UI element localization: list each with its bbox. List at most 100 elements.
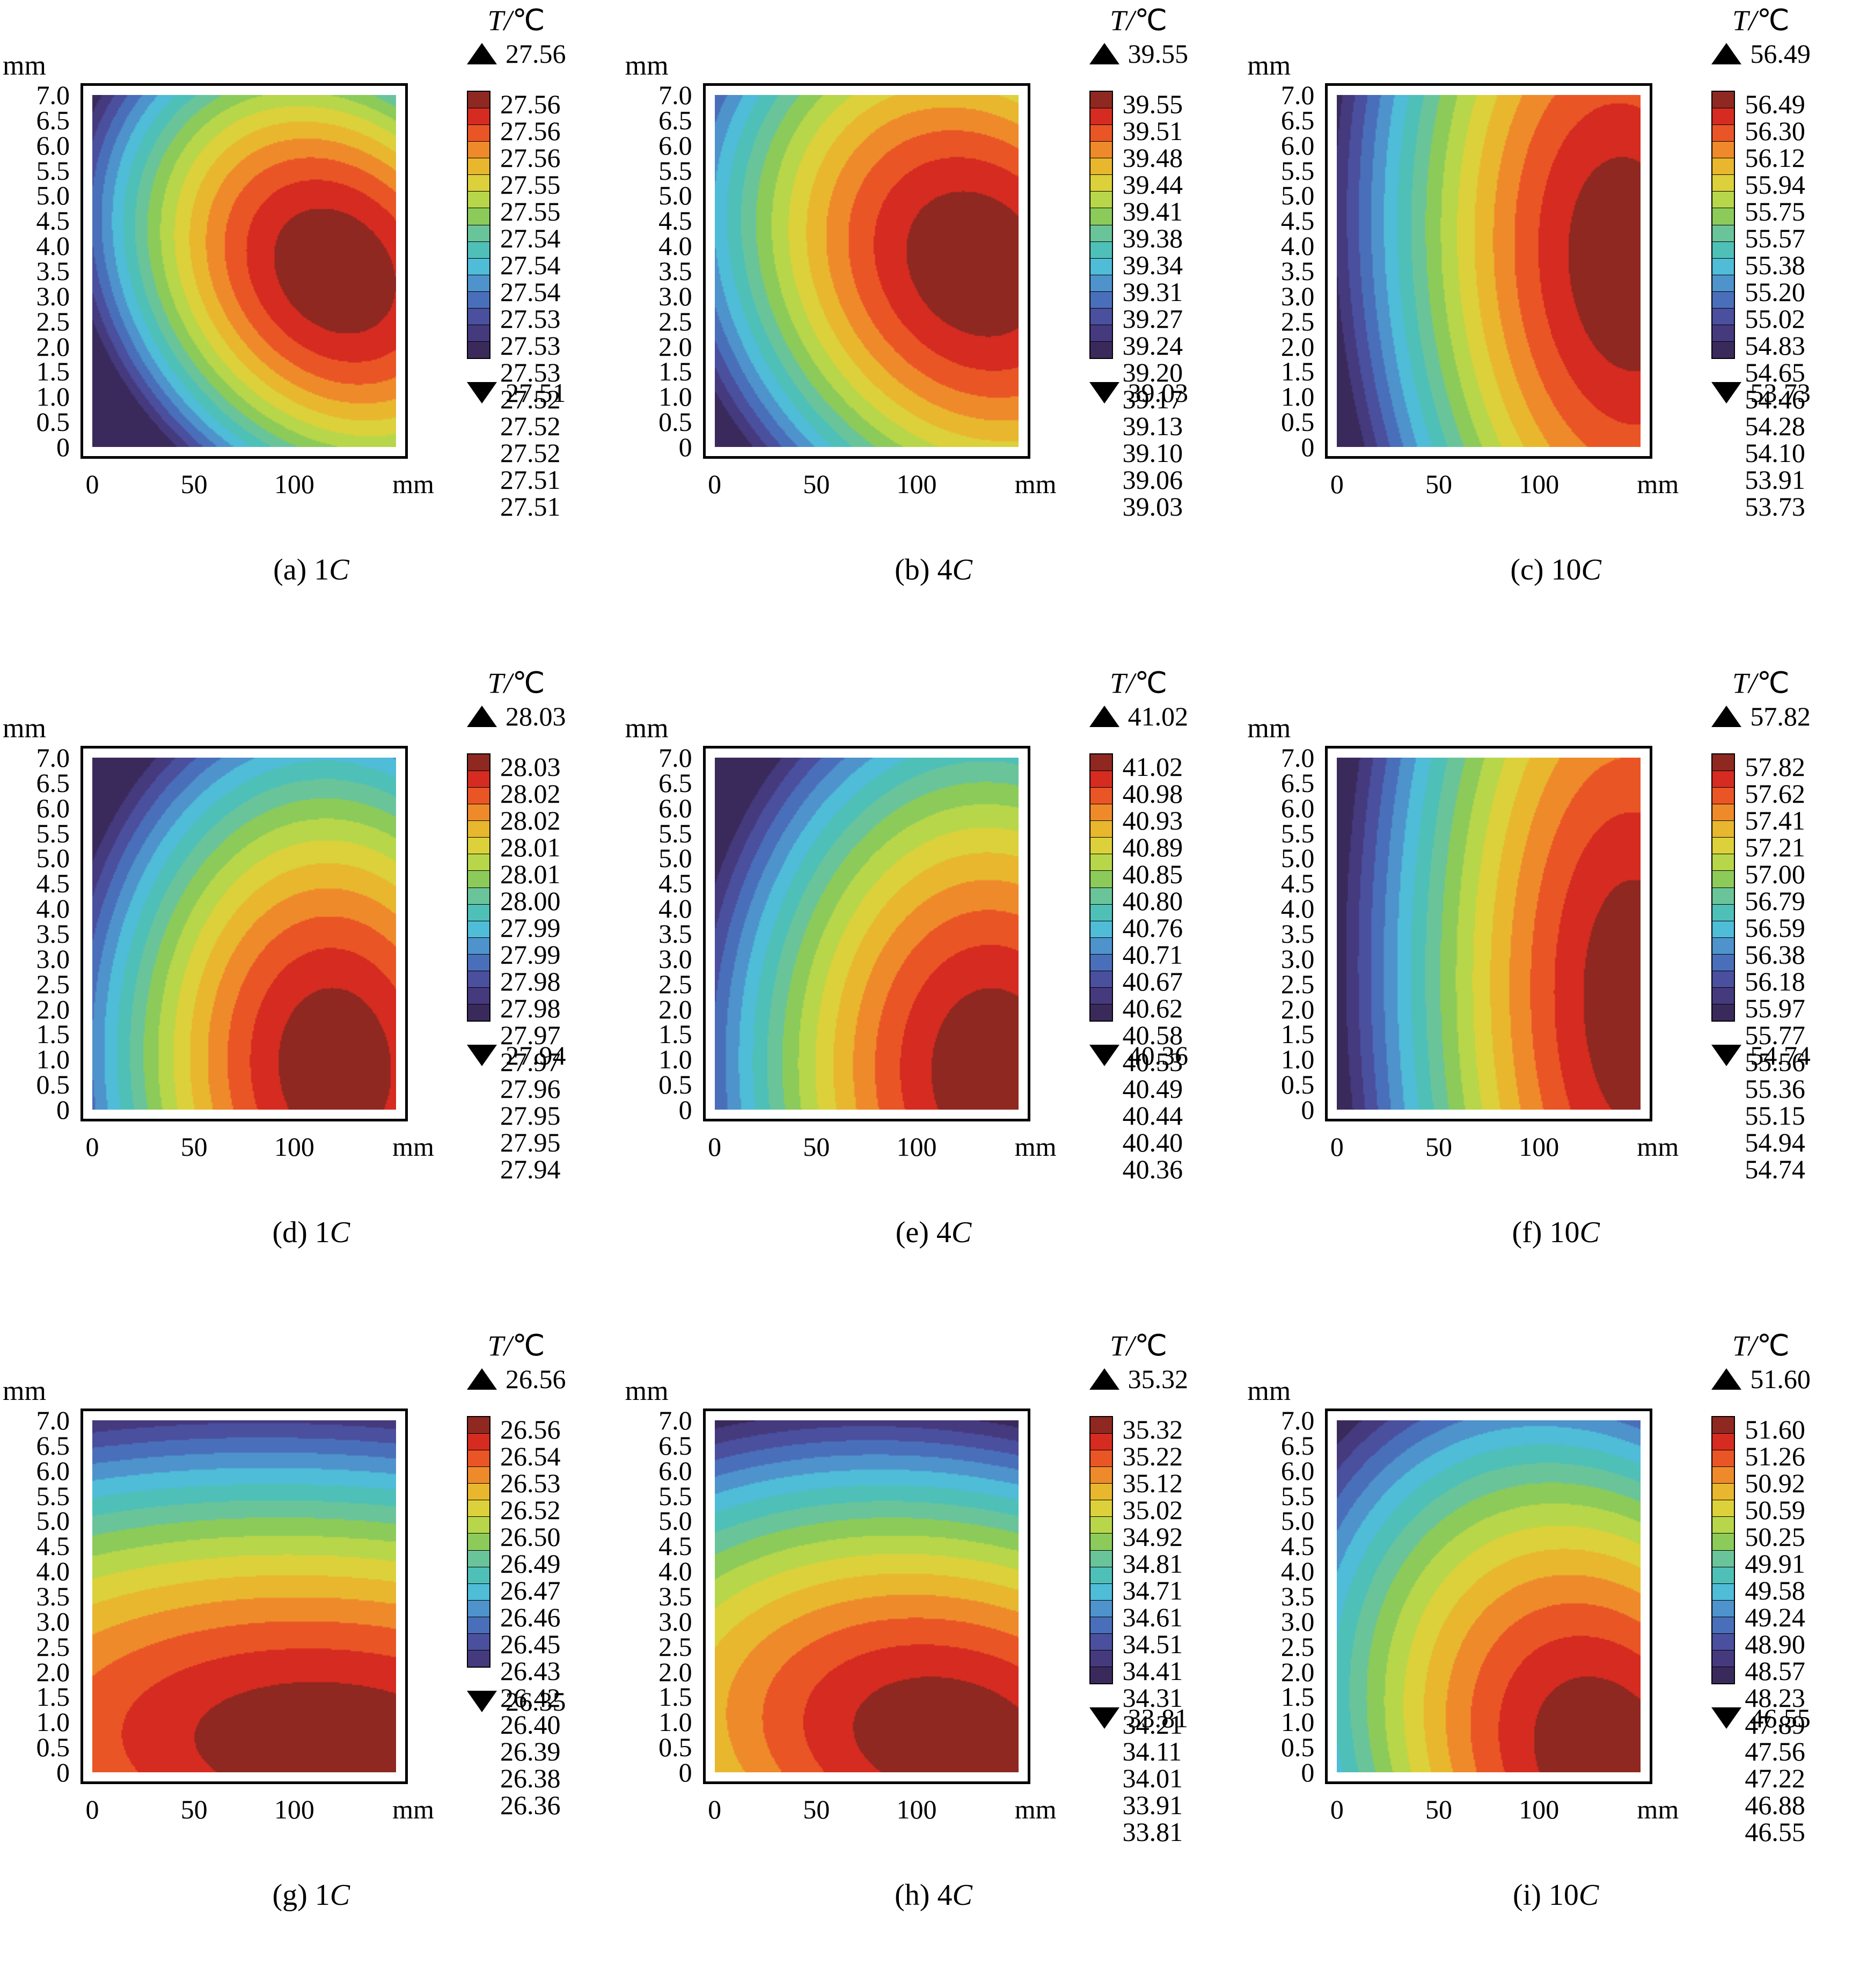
- y-tick-label: 1.0: [36, 382, 70, 412]
- colorbar-title: T/℃: [1732, 667, 1790, 699]
- colorbar-tick-label: 39.55: [1122, 89, 1183, 119]
- colorbar-swatch: [1090, 1004, 1112, 1021]
- colorbar-tick-label: 40.80: [1122, 886, 1183, 916]
- colorbar-tick-label: 26.38: [500, 1763, 561, 1793]
- colorbar-tick-label: 34.21: [1122, 1710, 1183, 1740]
- colorbar-tick-label: 27.52: [500, 438, 561, 468]
- y-tick-label: 0.5: [1280, 407, 1315, 437]
- colorbar-min-row: 39.03: [1089, 377, 1188, 408]
- y-tick-label: 1.0: [1280, 1707, 1315, 1737]
- colorbar-swatch: [1712, 1534, 1734, 1551]
- colorbar-tick-label: 40.40: [1122, 1127, 1183, 1157]
- y-tick-label: 2.0: [36, 1656, 70, 1687]
- colorbar-swatch: [1090, 1667, 1112, 1683]
- colorbar-tick-label: 34.61: [1122, 1602, 1183, 1632]
- colorbar-swatch: [1712, 1004, 1734, 1021]
- colorbar-tick-label: 27.99: [500, 940, 561, 970]
- colorbar-swatch: [1712, 1550, 1734, 1567]
- colorbar-swatch: [468, 1567, 489, 1584]
- colorbar: T/℃ 27.56 27.56 27.56 27.56 27.55 27.55 27.54 27…: [467, 3, 566, 520]
- colorbar-swatch: [1712, 1434, 1734, 1451]
- colorbar-swatch: [468, 158, 489, 175]
- y-tick-label: 0: [678, 1095, 692, 1125]
- colorbar-swatch: [468, 241, 489, 259]
- colorbar-tick-label: 28.01: [500, 859, 561, 889]
- colorbar-tick-label: 26.40: [500, 1710, 561, 1740]
- colorbar-tick-label: 57.00: [1745, 859, 1805, 889]
- colorbar-min-row: 33.81: [1089, 1703, 1188, 1734]
- y-tick-label: 2.5: [658, 306, 692, 336]
- colorbar-max-value: 27.56: [506, 39, 566, 69]
- colorbar-tick-label: 40.49: [1122, 1074, 1183, 1104]
- colorbar-swatch: [1712, 854, 1734, 871]
- colorbar-tick-label: 27.55: [500, 196, 561, 226]
- colorbar-min-value: 26.35: [506, 1686, 566, 1716]
- y-tick-label: 3.5: [36, 919, 70, 949]
- colorbar-tick-label: 41.02: [1122, 752, 1183, 782]
- y-tick-label: 6.5: [36, 767, 70, 798]
- colorbar-swatch: [1712, 92, 1734, 109]
- y-tick-label: 7.0: [658, 80, 692, 110]
- colorbar-swatch: [1090, 241, 1112, 259]
- y-tick-label: 3.5: [1280, 1581, 1315, 1611]
- y-tick-label: 7.0: [36, 1405, 70, 1435]
- colorbar-tick-label: 26.46: [500, 1602, 561, 1632]
- colorbar-min-value: 53.73: [1750, 378, 1811, 408]
- colorbar-tick-label: 39.24: [1122, 331, 1183, 361]
- colorbar-swatch: [1090, 937, 1112, 955]
- colorbar-tick-label: 55.97: [1745, 993, 1805, 1023]
- figure-row-2: mm 7.0 6.5 6.0 5.5 5.0 4.5 4.0 3.5 3.0 2.5 2.0 1.5 1.…: [0, 663, 1867, 1325]
- colorbar-swatch: [1712, 1600, 1734, 1617]
- colorbar-swatch: [1712, 771, 1734, 788]
- colorbar-max-row: 27.56: [467, 38, 566, 69]
- y-tick-label: 5.5: [658, 155, 692, 186]
- colorbar-gradient: [1089, 91, 1113, 359]
- y-axis-unit: mm: [625, 50, 669, 81]
- colorbar-tick-label: 35.12: [1122, 1468, 1183, 1498]
- colorbar-tick-label: 40.85: [1122, 859, 1183, 889]
- colorbar-tick-label: 56.18: [1745, 966, 1805, 996]
- colorbar-tick-label: 35.02: [1122, 1495, 1183, 1525]
- panel-g: mm 7.0 6.5 6.0 5.5 5.0 4.5 4.0 3.5 3.0 2.5 2.0 1.5 1.…: [0, 1325, 623, 1988]
- colorbar-max-row: 41.02: [1089, 701, 1188, 732]
- y-tick-label: 1.0: [36, 1044, 70, 1075]
- y-tick-label: 2.5: [658, 1631, 692, 1662]
- colorbar-tick-label: 57.82: [1745, 752, 1805, 782]
- y-tick-label: 1.5: [36, 1682, 70, 1712]
- x-tick-label: 0: [85, 1132, 99, 1162]
- y-tick-label: 7.0: [658, 1405, 692, 1435]
- x-axis-unit: mm: [1014, 1132, 1057, 1162]
- colorbar-swatch: [1090, 341, 1112, 358]
- x-tick-label: 50: [803, 1794, 830, 1824]
- y-tick-label: 5.0: [1280, 180, 1315, 211]
- colorbar-tick-label: 27.51: [500, 492, 561, 522]
- colorbar-tick-label: 34.81: [1122, 1549, 1183, 1579]
- colorbar-swatch: [1712, 341, 1734, 358]
- y-tick-label: 5.5: [36, 155, 70, 186]
- y-tick-label: 6.5: [36, 105, 70, 135]
- colorbar-tick-label: 26.49: [500, 1549, 561, 1579]
- colorbar-swatch: [1712, 192, 1734, 209]
- colorbar-swatch: [1090, 125, 1112, 142]
- colorbar-swatch: [468, 125, 489, 142]
- colorbar-tick-label: 34.31: [1122, 1683, 1183, 1713]
- colorbar-swatch: [1090, 225, 1112, 242]
- colorbar-tick-label: 27.54: [500, 250, 561, 280]
- colorbar: T/℃ 51.60 51.60 51.26 50.92 50.59 50.25 49.91 49…: [1711, 1329, 1811, 1845]
- colorbar-swatch: [468, 987, 489, 1004]
- colorbar-tick-label: 27.97: [500, 1047, 561, 1077]
- colorbar-swatch: [1712, 325, 1734, 342]
- x-axis-unit: mm: [1014, 469, 1057, 499]
- colorbar-labels: 57.82 57.62 57.41 57.21 57.00 56.79 56.59 56.38…: [1745, 752, 1805, 1183]
- y-tick-label: 6.5: [658, 105, 692, 135]
- colorbar-body: 35.32 35.22 35.12 35.02 34.92 34.81 34.71 34.61…: [1089, 1416, 1189, 1845]
- plot-area: [702, 746, 1030, 1121]
- colorbar-tick-label: 34.92: [1122, 1522, 1183, 1552]
- colorbar-tick-label: 33.81: [1122, 1817, 1183, 1847]
- colorbar-swatch: [1090, 1600, 1112, 1617]
- colorbar-swatch: [468, 1467, 489, 1484]
- y-tick-label: 0.5: [36, 407, 70, 437]
- y-tick-label: 3.0: [1280, 1606, 1315, 1637]
- colorbar-swatch: [468, 971, 489, 988]
- colorbar-min-row: 27.94: [467, 1040, 566, 1071]
